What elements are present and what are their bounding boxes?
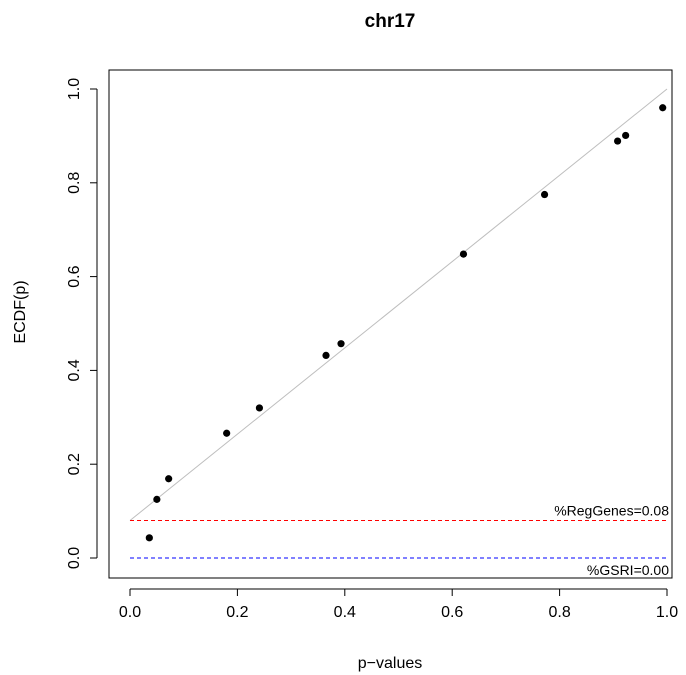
y-tick-label: 0.4	[66, 359, 83, 381]
y-axis-title: ECDF(p)	[12, 280, 29, 343]
x-tick-label: 0.6	[441, 604, 463, 621]
data-point	[337, 340, 345, 348]
data-point	[255, 404, 264, 412]
data-point	[145, 534, 153, 542]
reference-line-label: %RegGenes=0.08	[554, 502, 669, 518]
y-tick-label: 0.8	[66, 172, 83, 194]
y-tick-label: 0.2	[66, 453, 83, 475]
data-point	[165, 475, 173, 483]
data-point	[622, 131, 630, 140]
chart-annotations: %RegGenes=0.08 %GSRI=0.00	[554, 502, 669, 578]
x-tick-label: 0.0	[119, 604, 141, 621]
x-tick-label: 1.0	[656, 604, 678, 621]
data-point	[223, 429, 231, 437]
data-point	[153, 495, 161, 503]
x-tick-label: 0.8	[548, 604, 570, 621]
y-tick-label: 0.0	[66, 547, 83, 569]
x-axis-title: p−values	[358, 655, 423, 672]
data-point	[322, 351, 330, 359]
plot-frame	[108, 69, 673, 579]
data-points	[145, 104, 667, 542]
data-point	[459, 250, 468, 258]
chart-lines	[129, 88, 668, 559]
y-axis: 0.0 0.2 0.4 0.6 0.8 1.0	[66, 78, 98, 569]
data-point	[540, 190, 549, 199]
y-tick-label: 1.0	[66, 78, 83, 100]
reference-line-label: %GSRI=0.00	[587, 562, 669, 578]
fit-line	[129, 88, 668, 521]
x-tick-label: 0.2	[226, 604, 248, 621]
chart-title: chr17	[365, 11, 416, 32]
data-point	[659, 104, 667, 112]
y-tick-label: 0.6	[66, 265, 83, 287]
data-point	[613, 137, 622, 145]
x-tick-label: 0.4	[334, 604, 356, 621]
x-axis: 0.0 0.2 0.4 0.6 0.8 1.0	[119, 588, 678, 621]
